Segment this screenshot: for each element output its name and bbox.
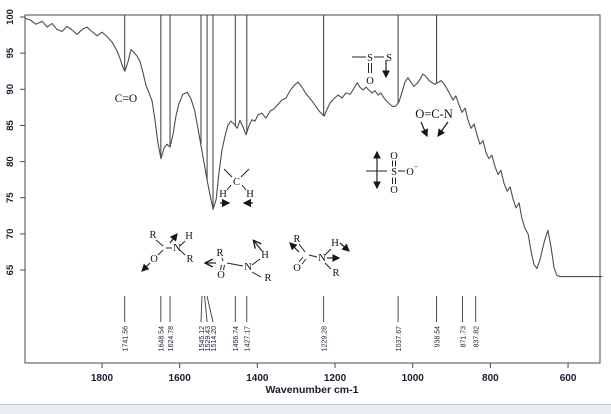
amide1-arrow-up-icon — [169, 233, 178, 244]
amide3-arrow-up-icon — [289, 242, 300, 253]
amide3-arrow-down-icon — [339, 242, 350, 252]
x-tick-label: 1800 — [91, 373, 114, 384]
amide3-o: O — [293, 263, 301, 274]
carbonyl-label: C=O — [115, 93, 137, 105]
amide2-open-arrow-up-icon — [254, 241, 263, 252]
disulfide-s2: S — [386, 53, 392, 64]
peak-leader-line — [200, 295, 203, 323]
peak-wavenumber-label: 837.82 — [474, 326, 481, 348]
amide1-r-top: R — [149, 230, 156, 241]
ocn-label: O=C-N — [415, 107, 453, 121]
y-tick-label: 100 — [5, 9, 16, 25]
annotation-ch2-scissoring: C H H — [219, 168, 254, 208]
y-tick-label: 65 — [5, 264, 16, 275]
peak-labels: 1741.56 1648.54 1624.78 1545.12 1529.431514.… — [123, 295, 481, 351]
amide1-o: O — [150, 254, 158, 265]
amide1-r-right: R — [186, 254, 193, 265]
peak-wavenumber-label: 938.54 — [434, 326, 441, 348]
peak-leader-line — [204, 295, 208, 323]
amide3-r-top: R — [293, 234, 300, 245]
axes: 1800 1600 1400 1200 1000 800 600 100 95 90 85 80 75 7… — [5, 9, 577, 384]
peak-wavenumber-label: 1427.17 — [245, 326, 252, 351]
amide1-arrow-down-icon — [141, 262, 151, 272]
y-tick-label: 95 — [5, 47, 16, 58]
x-tick-label: 1400 — [246, 373, 269, 384]
peak-wavenumber-label: 1229.28 — [322, 326, 329, 351]
peak-markers — [124, 15, 438, 209]
sulfonate-charge: − — [414, 162, 419, 171]
peak-leader-line — [206, 295, 214, 323]
annotation-carbonyl: C=O — [115, 93, 137, 105]
ch2-h-right: H — [246, 189, 254, 200]
sulfonate-o-top: O — [390, 151, 398, 162]
annotation-disulfide: S S O — [352, 53, 392, 87]
peak-wavenumber-label: 1529.43 — [205, 326, 212, 351]
y-tick-label: 90 — [5, 84, 16, 95]
transmittance-trace — [24, 17, 603, 278]
disulfide-s1: S — [367, 53, 373, 64]
ch2-c: C — [233, 177, 240, 188]
annotation-amide-3: R O N H R — [289, 234, 350, 279]
ocn-arrow-right-icon — [437, 121, 449, 137]
amide2-n: N — [244, 262, 252, 273]
peak-wavenumber-label: 1741.56 — [123, 326, 130, 351]
sulfonate-o-right: O — [406, 167, 414, 178]
amide2-r-bottom: R — [264, 273, 271, 284]
y-tick-label: 85 — [5, 119, 16, 130]
annotation-amide-ocn: O=C-N — [415, 107, 453, 138]
amide1-h: H — [185, 231, 193, 242]
peak-wavenumber-label: 1037.67 — [396, 326, 403, 351]
amide2-h: H — [261, 250, 269, 261]
amide1-n: N — [173, 243, 181, 254]
x-axis-title: Wavenumber cm-1 — [266, 384, 359, 396]
annotation-amide-2: R O N H R — [206, 241, 272, 284]
y-tick-label: 70 — [5, 229, 16, 240]
window-edge-strip — [0, 405, 611, 414]
x-tick-label: 800 — [482, 373, 499, 384]
x-tick-label: 1200 — [324, 373, 347, 384]
amide2-r-top: R — [216, 248, 223, 259]
peak-wavenumber-label: 1514.20 — [211, 326, 218, 351]
disulfide-o: O — [366, 76, 374, 87]
peak-wavenumber-label: 1456.74 — [233, 326, 240, 351]
y-tick-label: 80 — [5, 156, 16, 167]
sulfonate-o-bottom: O — [390, 185, 398, 196]
spectrum-curve — [24, 17, 603, 278]
x-tick-label: 1000 — [402, 373, 425, 384]
annotation-amide-1: R N O H R — [141, 230, 194, 272]
peak-wavenumber-label: 1545.12 — [199, 326, 206, 351]
x-tick-label: 600 — [560, 373, 577, 384]
amide3-n: N — [318, 253, 326, 264]
window-edge-line — [0, 404, 611, 405]
sulfonate-s: S — [391, 167, 397, 178]
annotation-sulfonate: S O O O − — [366, 150, 419, 196]
amide2-o: O — [217, 270, 225, 281]
peak-wavenumber-label: 1624.78 — [168, 326, 175, 351]
ocn-arrow-left-icon — [420, 121, 428, 138]
y-tick-label: 75 — [5, 192, 16, 203]
peak-wavenumber-label: 871.73 — [460, 326, 467, 348]
ch2-h-left: H — [219, 189, 227, 200]
peak-wavenumber-label: 1648.54 — [159, 326, 166, 351]
x-tick-label: 1600 — [169, 373, 192, 384]
amide3-h: H — [331, 238, 339, 249]
plot-frame — [24, 14, 601, 364]
amide3-r-bottom: R — [332, 268, 339, 279]
